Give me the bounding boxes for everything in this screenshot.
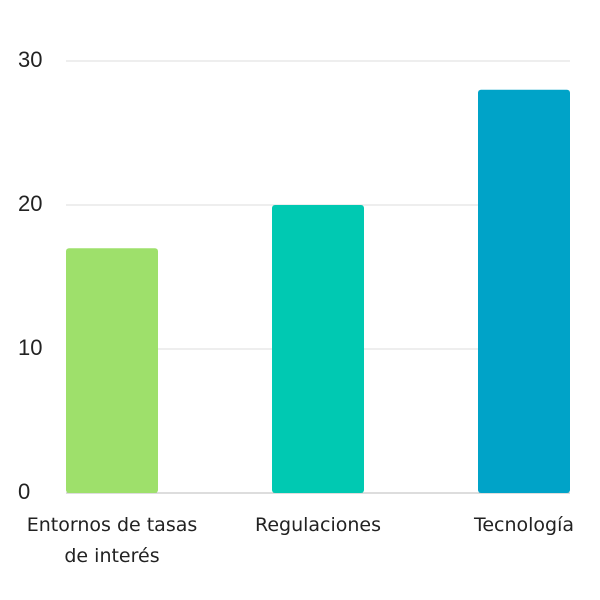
x-tick-label: Entornos de tasas de interés — [26, 514, 198, 567]
y-tick-label: 30 — [18, 47, 42, 72]
bar — [478, 89, 570, 494]
bar — [66, 248, 158, 493]
y-tick-label: 20 — [18, 191, 42, 216]
y-tick-label: 0 — [18, 479, 30, 504]
x-tick-label: Tecnología — [473, 514, 575, 536]
bar — [272, 205, 364, 493]
x-tick-label: Regulaciones — [254, 514, 382, 536]
y-tick-label: 10 — [18, 335, 42, 360]
